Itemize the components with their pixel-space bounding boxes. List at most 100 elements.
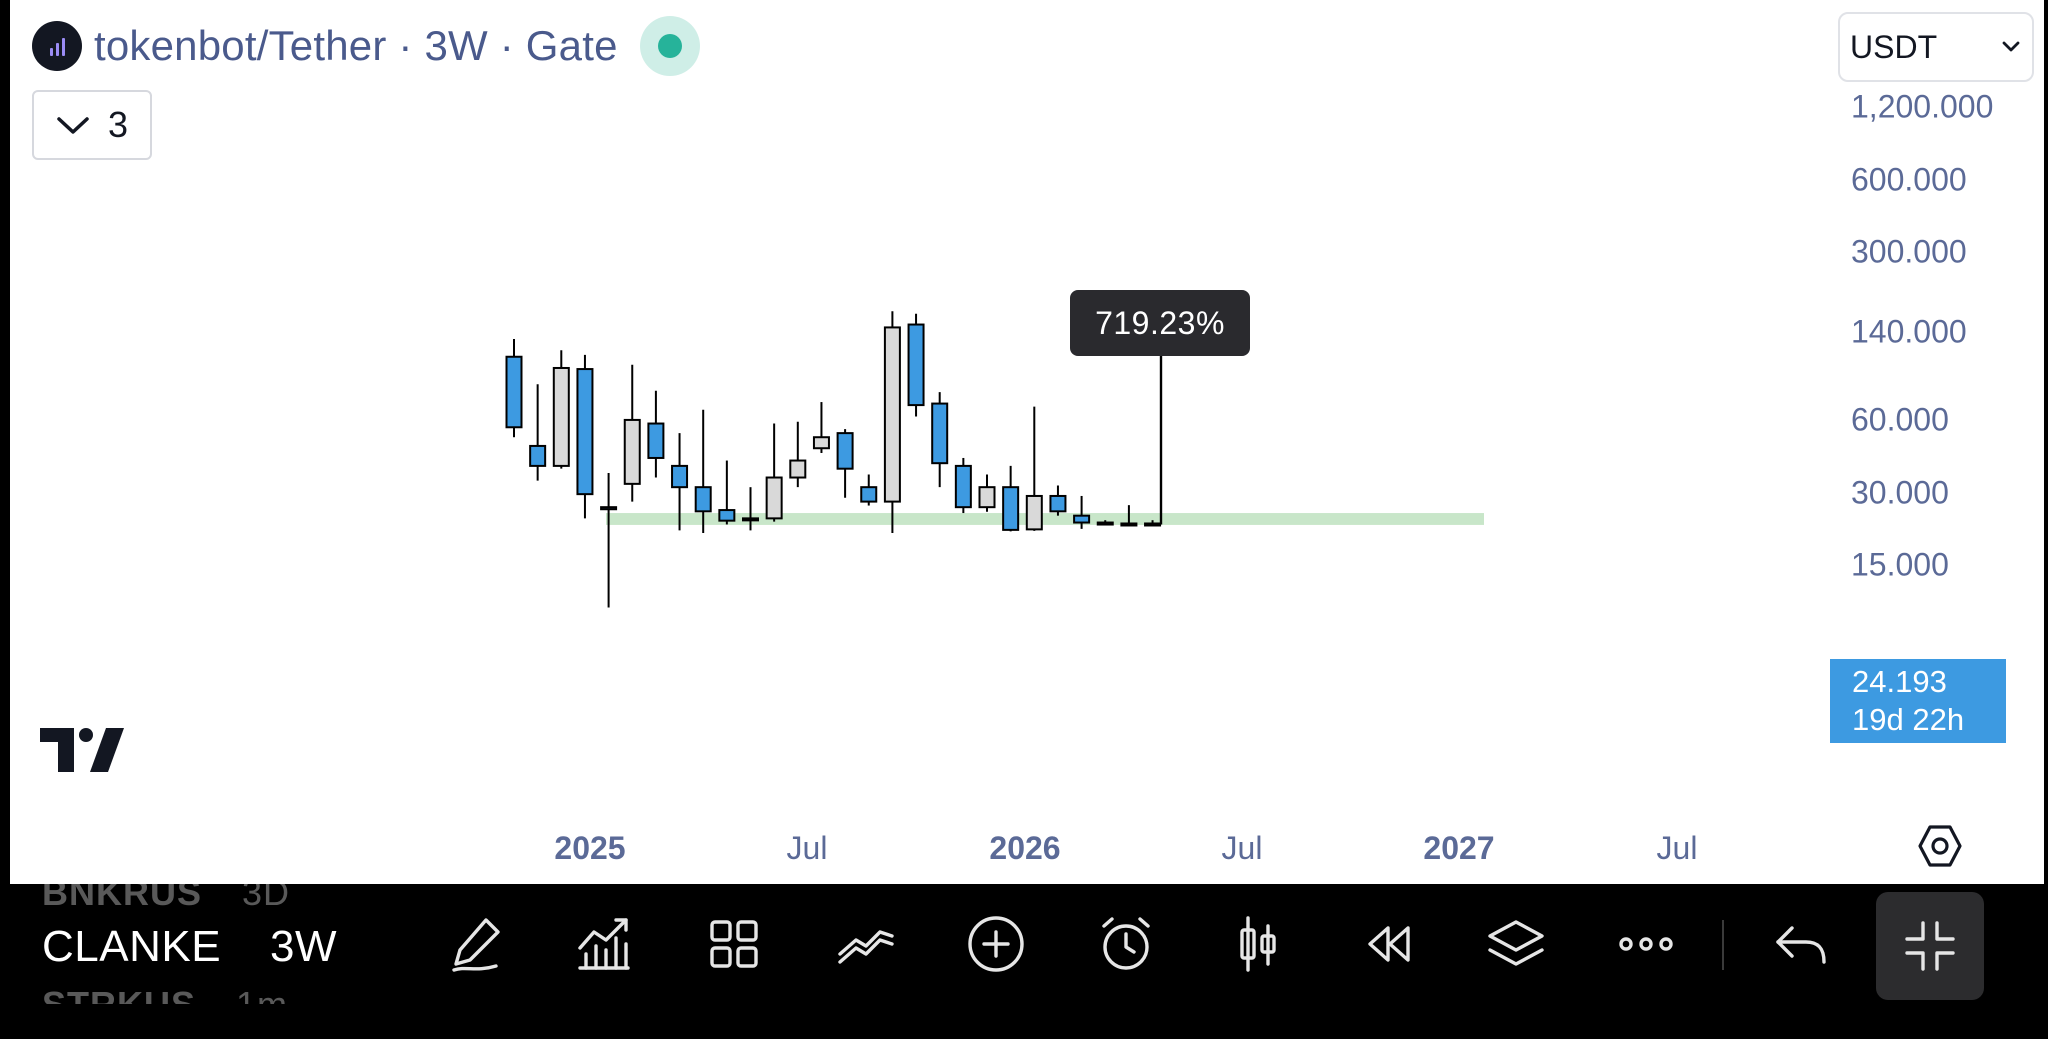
time-tick: 2027 (1423, 830, 1495, 866)
candle (1144, 520, 1162, 527)
price-tick: 30.000 (1851, 474, 1949, 511)
candle (552, 350, 570, 469)
candle-body (552, 366, 570, 467)
currency-label: USDT (1850, 28, 1938, 65)
symbol-title[interactable]: tokenbot/Tether · 3W · Gate (94, 22, 618, 69)
candle (718, 460, 736, 525)
candle-body (1049, 494, 1067, 513)
candle-body (718, 509, 736, 522)
candle (883, 311, 901, 533)
chart-pane[interactable]: tokenbot/Tether · 3W · Gate 3 USDT 1,200… (10, 0, 2044, 884)
candle (860, 474, 878, 506)
candle-body (931, 402, 949, 465)
current-symbol-name: CLANKER (42, 922, 222, 971)
time-tick: Jul (1656, 830, 1698, 866)
indicators-toggle-button[interactable]: 3 (32, 90, 152, 160)
candle (694, 409, 712, 533)
current-interval[interactable]: 3W (270, 922, 337, 971)
prev-symbol[interactable]: BNKRUS 3D (42, 872, 291, 913)
candle (1073, 495, 1091, 529)
collapse-button[interactable] (1876, 892, 1984, 1000)
alert-icon (1102, 917, 1150, 970)
candle-body (1073, 514, 1091, 524)
collapse-icon (1905, 921, 1955, 971)
candles-group (505, 311, 1162, 608)
candle (812, 402, 830, 453)
candle-body (1120, 522, 1138, 527)
candle-body (1144, 522, 1162, 527)
undo-button[interactable] (1762, 906, 1838, 982)
candle (671, 433, 689, 531)
indicators-count: 3 (108, 104, 129, 145)
candle-body (860, 486, 878, 503)
candle (789, 421, 807, 488)
tradingview-logo (40, 728, 124, 772)
candle (576, 354, 594, 519)
time-tick: 2025 (554, 830, 626, 866)
candle (978, 474, 996, 512)
candles-icon (1240, 916, 1276, 972)
candle-body (954, 464, 972, 509)
settings-icon[interactable] (1916, 822, 1964, 870)
add-icon (968, 916, 1024, 972)
candle (623, 364, 641, 502)
price-tick: 15.000 (1851, 546, 1949, 583)
indicators-icon (578, 918, 630, 970)
candle-body (907, 323, 925, 407)
compare-icon (838, 930, 894, 964)
candle (1096, 520, 1114, 526)
measure-percent-label[interactable]: 719.23% (1070, 290, 1250, 356)
candle-body (529, 444, 547, 467)
compare-button[interactable] (828, 906, 904, 982)
indicators-button[interactable] (566, 906, 642, 982)
price-tick: 60.000 (1851, 401, 1949, 438)
candle-body (576, 368, 594, 496)
price-tick: 600.000 (1851, 161, 1967, 198)
replay-icon (1368, 926, 1410, 962)
symbol-logo-icon (32, 21, 82, 71)
layers-icon (1488, 920, 1544, 966)
candle-body (742, 517, 759, 522)
candle (907, 313, 925, 417)
candle (765, 423, 783, 522)
chart-type-button[interactable] (1220, 906, 1296, 982)
more-button[interactable] (1608, 906, 1684, 982)
pen-icon (452, 918, 500, 972)
undo-icon (1776, 926, 1826, 964)
current-symbol[interactable]: CLANKER 3W (42, 922, 337, 972)
symbol-header[interactable]: tokenbot/Tether · 3W · Gate (32, 16, 700, 76)
candle-body (812, 436, 830, 450)
candle (1025, 406, 1043, 531)
toolbar-divider (1722, 920, 1724, 970)
layout-button[interactable] (696, 906, 772, 982)
layers-button[interactable] (1478, 906, 1554, 982)
candle-body (647, 422, 665, 459)
candle-body (1002, 486, 1020, 531)
alert-button[interactable] (1088, 906, 1164, 982)
candle-body (978, 486, 996, 509)
chart-plot[interactable] (10, 0, 2044, 884)
candle (529, 384, 547, 481)
chevron-down-icon (57, 117, 89, 134)
price-tick: 300.000 (1851, 233, 1967, 270)
candle (600, 473, 618, 608)
replay-button[interactable] (1350, 906, 1426, 982)
candle (647, 390, 665, 478)
add-button[interactable] (958, 906, 1034, 982)
last-price-badge: 24.193 19d 22h (1830, 659, 2006, 743)
candle (1002, 465, 1020, 532)
time-tick: 2026 (989, 830, 1061, 866)
candle-body (883, 326, 901, 503)
drawing-tool-button[interactable] (438, 906, 514, 982)
time-tick: Jul (786, 830, 828, 866)
currency-select[interactable]: USDT (1838, 12, 2034, 82)
market-status-icon[interactable] (639, 16, 700, 76)
price-tick: 140.000 (1851, 313, 1967, 350)
chevron-down-icon (2002, 41, 2020, 52)
support-zone[interactable] (606, 513, 1484, 525)
bottom-edge (0, 1004, 2048, 1039)
more-icon (1619, 937, 1673, 951)
candle-body (600, 506, 618, 511)
candle (742, 487, 759, 531)
